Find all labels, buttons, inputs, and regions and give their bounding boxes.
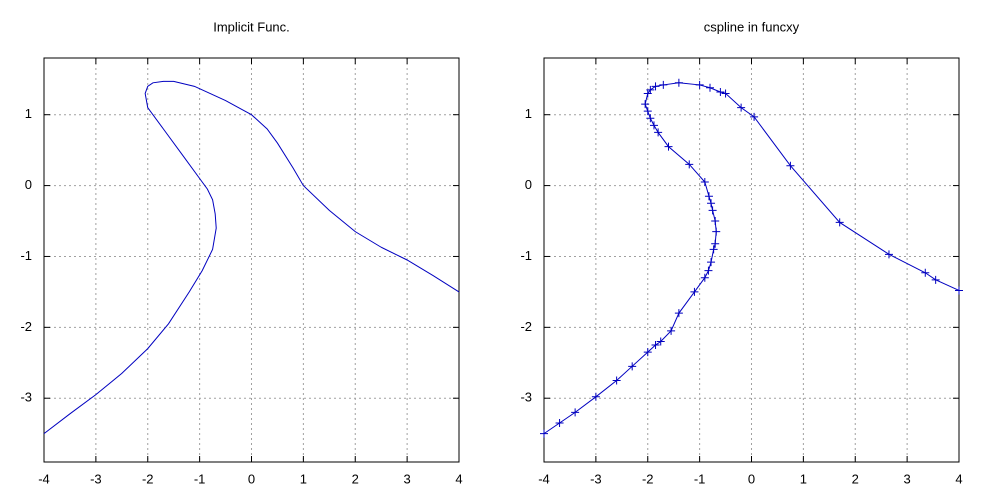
y-tick-label: -1 xyxy=(520,248,532,263)
x-tick-label: -2 xyxy=(642,471,654,486)
data-marker xyxy=(540,429,548,438)
data-marker xyxy=(690,287,699,296)
data-marker xyxy=(646,114,655,123)
data-marker xyxy=(835,218,844,227)
x-tick-label: 2 xyxy=(852,471,859,486)
data-marker xyxy=(704,266,713,275)
data-marker xyxy=(656,337,665,346)
data-marker xyxy=(695,80,704,89)
chart-title: Implicit Func. xyxy=(213,19,290,34)
y-tick-label: -2 xyxy=(520,319,532,334)
data-marker xyxy=(643,107,652,116)
data-marker xyxy=(654,128,663,137)
x-tick-label: -3 xyxy=(90,471,102,486)
data-marker xyxy=(706,83,714,92)
x-tick-label: 0 xyxy=(248,471,255,486)
data-marker xyxy=(641,100,650,109)
x-tick-label: -3 xyxy=(590,471,602,486)
data-marker xyxy=(674,78,683,87)
data-marker xyxy=(612,376,621,385)
data-marker xyxy=(651,341,660,350)
data-marker xyxy=(649,121,658,130)
data-marker xyxy=(884,250,893,259)
data-marker xyxy=(667,326,676,335)
x-tick-label: -2 xyxy=(142,471,154,486)
y-tick-label: 1 xyxy=(525,106,532,121)
data-marker xyxy=(709,245,718,254)
y-tick-label: -2 xyxy=(20,319,32,334)
data-marker xyxy=(921,268,930,277)
data-marker xyxy=(708,206,717,215)
x-tick-label: 3 xyxy=(904,471,911,486)
data-marker xyxy=(955,286,963,295)
y-tick-label: 1 xyxy=(25,106,32,121)
data-marker xyxy=(664,142,673,151)
data-marker xyxy=(643,348,652,357)
data-marker xyxy=(651,82,660,91)
data-marker xyxy=(704,192,713,201)
x-tick-label: -4 xyxy=(538,471,550,486)
data-marker xyxy=(685,160,694,169)
x-tick-label: 3 xyxy=(404,471,411,486)
data-marker xyxy=(555,419,564,428)
x-tick-label: 4 xyxy=(455,471,462,486)
data-marker xyxy=(707,258,716,267)
x-tick-label: 4 xyxy=(955,471,962,486)
data-marker xyxy=(659,80,668,89)
data-marker xyxy=(591,392,600,401)
data-marker xyxy=(750,112,759,121)
data-marker xyxy=(737,103,746,112)
x-tick-label: 0 xyxy=(748,471,755,486)
y-tick-label: -3 xyxy=(520,390,532,405)
y-tick-label: -1 xyxy=(20,248,32,263)
x-tick-label: 1 xyxy=(800,471,807,486)
x-tick-label: -1 xyxy=(194,471,206,486)
y-tick-label: 0 xyxy=(525,177,532,192)
x-tick-label: -1 xyxy=(694,471,706,486)
data-marker xyxy=(786,161,795,170)
y-tick-label: 0 xyxy=(25,177,32,192)
data-marker xyxy=(707,199,716,208)
x-tick-label: -4 xyxy=(38,471,50,486)
data-marker xyxy=(712,227,721,236)
data-marker xyxy=(700,178,709,187)
data-marker xyxy=(628,362,637,371)
y-tick-label: -3 xyxy=(20,390,32,405)
data-line xyxy=(43,80,460,435)
data-marker xyxy=(721,89,730,98)
data-marker xyxy=(571,408,580,417)
data-marker xyxy=(716,88,725,97)
plot-frame xyxy=(543,57,960,463)
data-marker xyxy=(931,275,940,284)
plot-frame xyxy=(43,57,460,463)
data-marker xyxy=(674,309,683,318)
x-tick-label: 2 xyxy=(352,471,359,486)
chart-title: cspline in funcxy xyxy=(704,19,800,34)
data-marker xyxy=(700,273,709,282)
data-marker xyxy=(646,85,655,94)
x-tick-label: 1 xyxy=(300,471,307,486)
data-marker xyxy=(711,239,720,248)
data-marker xyxy=(711,217,720,226)
